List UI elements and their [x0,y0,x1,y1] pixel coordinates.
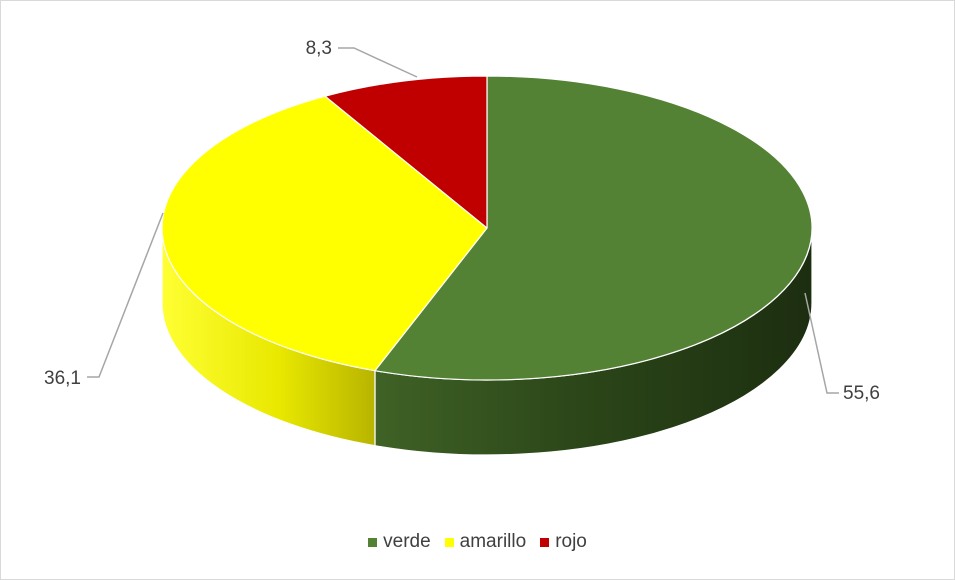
data-label-verde: 55,6 [843,383,880,404]
data-label-rojo: 8,3 [306,38,332,59]
leader-line-amarillo [87,212,164,378]
legend-label-verde: verde [383,531,431,552]
legend-swatch-rojo [540,537,550,547]
data-labels: 55,6 36,1 8,3 [44,38,880,404]
legend-item-rojo: rojo [540,531,587,553]
leader-line-verde [804,292,839,394]
pie-slices [161,75,813,381]
legend-item-verde: verde [368,531,431,553]
legend-swatch-verde [368,537,378,547]
leader-lines [87,47,839,394]
legend-swatch-amarillo [444,537,454,547]
legend-label-amarillo: amarillo [459,531,527,552]
legend-item-amarillo: amarillo [444,531,527,553]
data-label-amarillo: 36,1 [44,368,81,389]
pie-slice-verde [374,75,813,381]
leader-line-rojo [338,47,418,78]
pie-plot: 55,6 36,1 8,3 [44,38,880,456]
legend-label-rojo: rojo [555,531,587,552]
pie-slice-amarillo [161,95,488,372]
pie-slice-rojo [324,75,488,229]
legend: verde amarillo rojo [1,531,954,553]
